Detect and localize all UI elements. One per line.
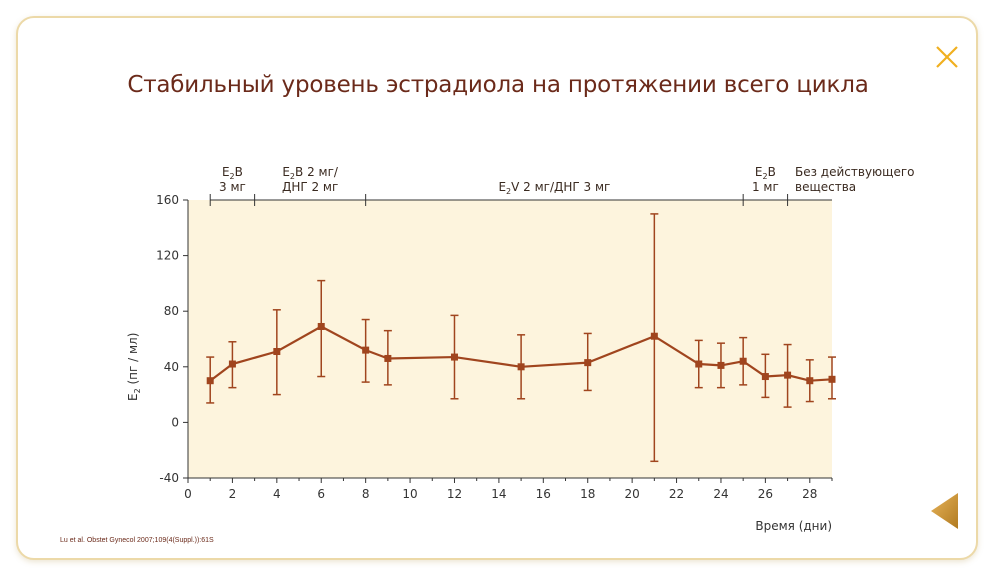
page-title: Стабильный уровень эстрадиола на протяже… bbox=[127, 72, 869, 98]
triangle-left-icon[interactable] bbox=[930, 492, 960, 530]
citation: Lu et al. Obstet Gynecol 2007;109(4(Supp… bbox=[60, 537, 214, 544]
close-icon[interactable] bbox=[934, 44, 960, 70]
